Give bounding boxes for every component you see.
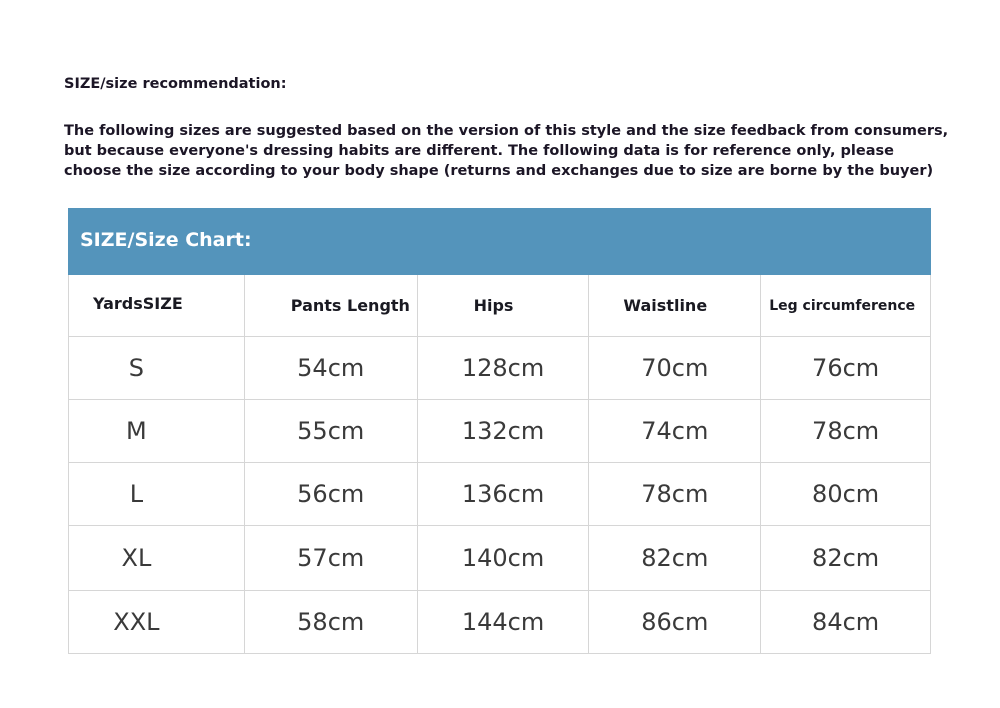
table-cell: 70cm [589,337,762,399]
table-row: XL 57cm 140cm 82cm 82cm [68,526,932,591]
table-cell: 78cm [589,463,762,525]
intro-line: but because everyone's dressing habits a… [64,143,894,159]
intro-paragraph: The following sizes are suggested based … [64,121,964,181]
table-cell: L [69,463,245,525]
table-cell: 82cm [589,526,762,590]
column-header: YardsSIZE [69,275,245,336]
table-cell: 74cm [589,400,762,462]
table-cell: 140cm [418,526,590,590]
column-header: Waistline [589,275,762,336]
table-cell: 86cm [589,591,762,653]
table-row: L 56cm 136cm 78cm 80cm [68,463,932,526]
column-header: Pants Length [245,275,418,336]
table-caption: SIZE/Size Chart: [68,208,931,275]
table-cell: 128cm [418,337,590,399]
table-cell: 54cm [245,337,418,399]
table-row: S 54cm 128cm 70cm 76cm [68,337,932,400]
size-chart-table: SIZE/Size Chart: YardsSIZE Pants Length Hi… [68,208,932,654]
table-cell: 144cm [418,591,590,653]
table-cell: XXL [69,591,245,653]
table-cell: XL [69,526,245,590]
table-cell: 84cm [761,591,932,653]
table-cell: 56cm [245,463,418,525]
table-row: M 55cm 132cm 74cm 78cm [68,400,932,463]
intro-line: choose the size according to your body s… [64,163,934,179]
table-cell: S [69,337,245,399]
column-header: Leg circumference [761,275,931,336]
table-cell: 57cm [245,526,418,590]
table-cell: 82cm [761,526,932,590]
table-row: XXL 58cm 144cm 86cm 84cm [68,591,932,654]
table-cell: 76cm [761,337,932,399]
table-header-row: YardsSIZE Pants Length Hips Waistline Leg ci… [68,275,931,337]
intro-line: The following sizes are suggested based … [64,123,949,139]
table-cell: 132cm [418,400,590,462]
section-title: SIZE/size recommendation: [64,76,287,92]
table-cell: 136cm [418,463,590,525]
table-cell: 80cm [761,463,932,525]
column-header: Hips [418,275,590,336]
table-cell: M [69,400,245,462]
table-cell: 78cm [761,400,932,462]
table-cell: 58cm [245,591,418,653]
table-cell: 55cm [245,400,418,462]
